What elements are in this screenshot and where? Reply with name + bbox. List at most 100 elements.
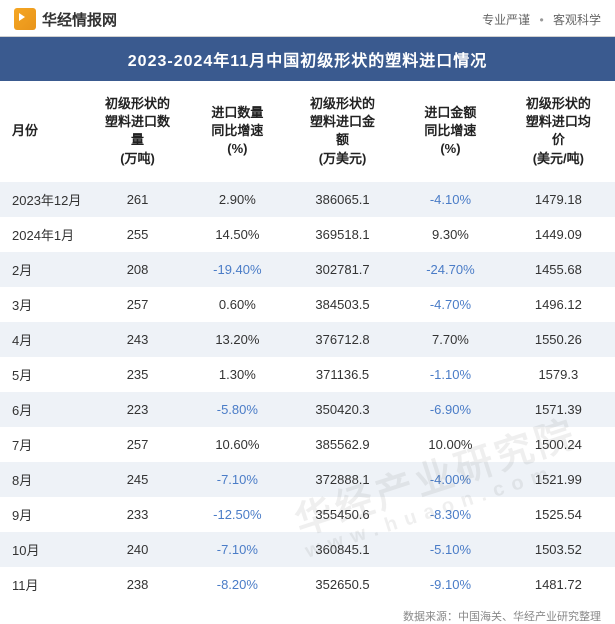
table-cell: 8月	[0, 462, 86, 497]
tagline: 专业严谨 • 客观科学	[482, 11, 601, 28]
table-cell: 1479.18	[502, 182, 615, 217]
table-cell: 223	[86, 392, 189, 427]
table-row: 2月208-19.40%302781.7-24.70%1455.68	[0, 252, 615, 287]
table-cell: 3月	[0, 287, 86, 322]
table-row: 4月24313.20%376712.87.70%1550.26	[0, 322, 615, 357]
table-cell: 208	[86, 252, 189, 287]
table-cell: -1.10%	[399, 357, 502, 392]
table-cell: 360845.1	[286, 532, 399, 567]
table-cell: 13.20%	[189, 322, 286, 357]
data-table: 月份初级形状的塑料进口数量(万吨)进口数量同比增速(%)初级形状的塑料进口金额(…	[0, 81, 615, 602]
table-cell: -5.10%	[399, 532, 502, 567]
logo-icon	[14, 8, 36, 30]
table-cell: -8.30%	[399, 497, 502, 532]
table-body: 2023年12月2612.90%386065.1-4.10%1479.18202…	[0, 182, 615, 602]
table-cell: 7月	[0, 427, 86, 462]
table-cell: 1455.68	[502, 252, 615, 287]
table-cell: 6月	[0, 392, 86, 427]
table-cell: 372888.1	[286, 462, 399, 497]
table-cell: -5.80%	[189, 392, 286, 427]
table-cell: 1571.39	[502, 392, 615, 427]
table-cell: 1550.26	[502, 322, 615, 357]
table-cell: 261	[86, 182, 189, 217]
col-header: 进口数量同比增速(%)	[189, 81, 286, 182]
col-header: 初级形状的塑料进口均价(美元/吨)	[502, 81, 615, 182]
table-cell: -4.70%	[399, 287, 502, 322]
table-row: 3月2570.60%384503.5-4.70%1496.12	[0, 287, 615, 322]
table-cell: 235	[86, 357, 189, 392]
table-row: 8月245-7.10%372888.1-4.00%1521.99	[0, 462, 615, 497]
header-bar: 华经情报网 专业严谨 • 客观科学	[0, 0, 615, 37]
table-cell: 9月	[0, 497, 86, 532]
table-cell: 255	[86, 217, 189, 252]
table-row: 2023年12月2612.90%386065.1-4.10%1479.18	[0, 182, 615, 217]
table-cell: 238	[86, 567, 189, 602]
table-cell: -24.70%	[399, 252, 502, 287]
col-header: 初级形状的塑料进口金额(万美元)	[286, 81, 399, 182]
table-cell: 10月	[0, 532, 86, 567]
table-cell: 2023年12月	[0, 182, 86, 217]
table-cell: 1481.72	[502, 567, 615, 602]
table-cell: 1496.12	[502, 287, 615, 322]
table-cell: 352650.5	[286, 567, 399, 602]
table-cell: 369518.1	[286, 217, 399, 252]
table-cell: -7.10%	[189, 462, 286, 497]
table-row: 10月240-7.10%360845.1-5.10%1503.52	[0, 532, 615, 567]
table-cell: 0.60%	[189, 287, 286, 322]
table-cell: 9.30%	[399, 217, 502, 252]
table-cell: -7.10%	[189, 532, 286, 567]
table-cell: 355450.6	[286, 497, 399, 532]
table-cell: -6.90%	[399, 392, 502, 427]
table-cell: 386065.1	[286, 182, 399, 217]
table-cell: 2024年1月	[0, 217, 86, 252]
table-cell: 1521.99	[502, 462, 615, 497]
table-cell: 243	[86, 322, 189, 357]
table-cell: -12.50%	[189, 497, 286, 532]
table-cell: 14.50%	[189, 217, 286, 252]
table-row: 7月25710.60%385562.910.00%1500.24	[0, 427, 615, 462]
tagline-2: 客观科学	[553, 13, 601, 27]
logo-section: 华经情报网	[14, 8, 117, 30]
table-cell: -19.40%	[189, 252, 286, 287]
table-cell: 2月	[0, 252, 86, 287]
table-cell: 240	[86, 532, 189, 567]
table-cell: 350420.3	[286, 392, 399, 427]
table-cell: -8.20%	[189, 567, 286, 602]
table-cell: 10.60%	[189, 427, 286, 462]
tagline-sep: •	[539, 13, 543, 27]
footer-source: 数据来源：中国海关、华经产业研究整理	[0, 602, 615, 624]
table-cell: -4.10%	[399, 182, 502, 217]
table-cell: 257	[86, 427, 189, 462]
col-header: 初级形状的塑料进口数量(万吨)	[86, 81, 189, 182]
table-cell: 376712.8	[286, 322, 399, 357]
table-cell: 385562.9	[286, 427, 399, 462]
table-cell: 302781.7	[286, 252, 399, 287]
table-cell: 1.30%	[189, 357, 286, 392]
table-row: 11月238-8.20%352650.5-9.10%1481.72	[0, 567, 615, 602]
col-header: 月份	[0, 81, 86, 182]
table-cell: 371136.5	[286, 357, 399, 392]
title-bar: 2023-2024年11月中国初级形状的塑料进口情况	[0, 37, 615, 81]
table-cell: 5月	[0, 357, 86, 392]
logo-text: 华经情报网	[42, 9, 117, 30]
table-cell: 11月	[0, 567, 86, 602]
table-cell: 384503.5	[286, 287, 399, 322]
table-cell: 1449.09	[502, 217, 615, 252]
table-cell: 1579.3	[502, 357, 615, 392]
table-cell: -4.00%	[399, 462, 502, 497]
table-cell: 1500.24	[502, 427, 615, 462]
table-cell: 2.90%	[189, 182, 286, 217]
col-header: 进口金额同比增速(%)	[399, 81, 502, 182]
table-cell: 257	[86, 287, 189, 322]
table-row: 6月223-5.80%350420.3-6.90%1571.39	[0, 392, 615, 427]
table-cell: -9.10%	[399, 567, 502, 602]
table-cell: 10.00%	[399, 427, 502, 462]
table-cell: 245	[86, 462, 189, 497]
table-row: 9月233-12.50%355450.6-8.30%1525.54	[0, 497, 615, 532]
table-cell: 233	[86, 497, 189, 532]
table-cell: 1503.52	[502, 532, 615, 567]
table-header-row: 月份初级形状的塑料进口数量(万吨)进口数量同比增速(%)初级形状的塑料进口金额(…	[0, 81, 615, 182]
table-cell: 1525.54	[502, 497, 615, 532]
table-head: 月份初级形状的塑料进口数量(万吨)进口数量同比增速(%)初级形状的塑料进口金额(…	[0, 81, 615, 182]
table-cell: 7.70%	[399, 322, 502, 357]
